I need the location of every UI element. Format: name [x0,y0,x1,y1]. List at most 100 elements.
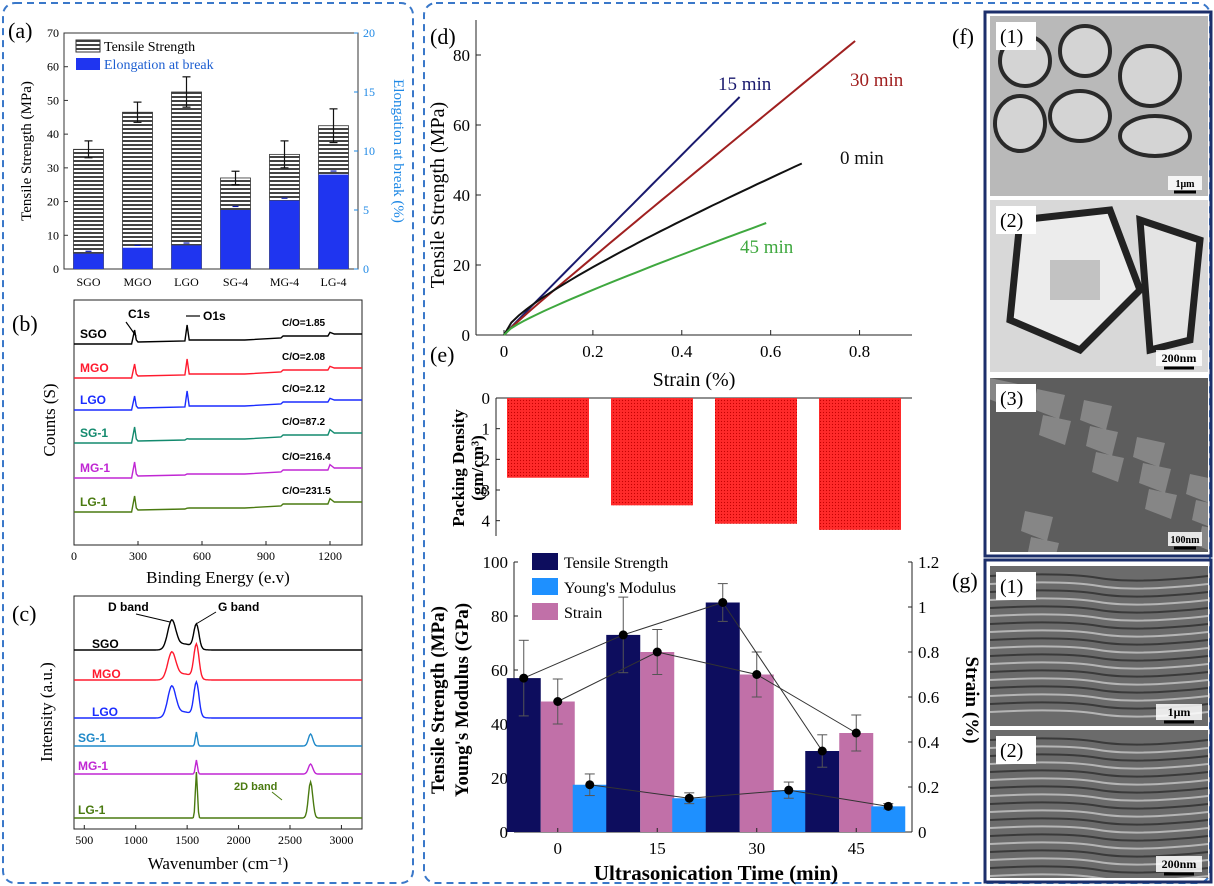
y-axis-label: Tensile Strength (MPa) [427,102,449,288]
micrograph-5 [990,730,1208,878]
y-tick-label: 60 [453,116,470,135]
annotation-c1s: C1s [128,307,150,321]
spectrum-line [74,461,362,479]
ratio-label: C/O=2.12 [282,384,326,395]
series-label: SGO [92,637,119,651]
y-axis-label-2: Young's Modulus (GPa) [452,603,473,797]
layer-line [990,645,1208,654]
data-point [553,697,563,706]
legend-swatch [532,603,558,620]
x-tick-label: 0.4 [671,342,693,361]
scale-box [1168,532,1202,546]
x-axis-label: Binding Energy (e.v) [146,568,290,587]
panel-label-d: (d) [430,24,456,49]
legend-swatch [75,39,101,53]
spectrum-line [74,426,362,444]
series-label: MG-1 [78,759,108,773]
layer-line [990,809,1208,818]
annotation-line [271,791,283,801]
layer-line [990,677,1208,686]
membrane-cell [1048,89,1112,143]
data-point [883,801,893,811]
scale-label: 200nm [1162,857,1197,871]
flake [1086,426,1118,456]
legend-swatch [76,58,100,70]
panel-label-f: (f) [952,24,974,49]
legend-swatch [532,578,558,595]
panel-label-b: (b) [12,311,38,336]
x-tick-label: 2000 [227,833,251,847]
trend-line [523,601,823,752]
legend-label: Strain [564,605,602,622]
y2-tick-label: 20 [363,26,375,40]
y2-axis-label: Strain (%) [961,656,982,743]
y-axis-label: Counts (S) [40,383,59,456]
series-label: SGO [80,327,107,341]
layer-line [990,661,1208,670]
ratio-label: C/O=231.5 [282,486,331,497]
y-tick-label: 0 [53,262,59,276]
curve-0-min [503,162,803,336]
x-tick-label: 300 [129,549,147,563]
series-label: LG-1 [78,803,106,817]
spectrum-line [74,390,362,411]
y2-tick-label: 0 [363,262,369,276]
scale-label: 100nm [1171,535,1201,546]
layer-line [990,785,1208,794]
ratio-label: C/O=2.08 [282,352,326,363]
x-tick-label: 2500 [278,833,302,847]
x-tick-label: 0.6 [760,342,781,361]
x-axis-label: Ultrasonication Time (min) [594,861,838,885]
membrane [1136,215,1204,355]
y-tick-label: 50 [47,93,59,107]
layer-line [990,693,1208,702]
image-label: (3) [1000,388,1023,410]
y-tick-label: 100 [483,553,509,572]
layer-line [990,817,1208,826]
spectrum-line [74,495,362,513]
layer-line [990,669,1208,678]
series-label: SG-1 [78,731,106,745]
y2-tick-label: 1.2 [918,553,939,572]
panel-label-g: (g) [952,568,978,593]
panel-label-a: (a) [8,18,32,43]
flake [1021,511,1053,541]
y-tick-label: 20 [453,256,470,275]
spectrum-line [74,641,362,681]
membrane-cell [1118,44,1182,108]
data-point [519,673,529,683]
layer-line [990,605,1208,614]
legend-label: Young's Modulus [564,580,676,597]
y-tick-label: 30 [47,161,59,175]
y-tick-label: 60 [491,661,508,680]
ratio-label: C/O=1.85 [282,318,326,329]
curve-45-min [503,222,767,336]
spectrum-line [74,759,362,775]
layer-line [990,685,1208,694]
bar-elongation [269,200,300,269]
annotation-d-band: D band [108,600,149,614]
layer-line [990,849,1208,858]
y2-tick-label: 0.6 [918,688,939,707]
x-tick-label: 0 [554,839,563,858]
scale-box [1156,856,1202,872]
y-tick-label: 60 [47,60,59,74]
x-tick-label: SGO [76,275,100,289]
flake [1186,474,1208,503]
bar-packing-density [611,398,693,506]
y-tick-label: 80 [491,607,508,626]
legend-label: Tensile Strength [104,40,195,55]
flake [1080,400,1112,430]
y-tick-label: 20 [47,195,59,209]
bar-elongation [122,247,153,269]
scale-label: 1μm [1176,179,1196,190]
y-tick-label: 40 [491,715,508,734]
data-point [652,647,662,657]
top-y-axis-label-unit: (gm/cm³) [468,435,487,501]
flake [1092,452,1124,482]
frame-a-c [2,2,414,884]
layer-line [990,653,1208,662]
bar-elongation [171,245,202,269]
x-tick-label: MG-4 [270,275,299,289]
plot-frame [73,299,363,546]
